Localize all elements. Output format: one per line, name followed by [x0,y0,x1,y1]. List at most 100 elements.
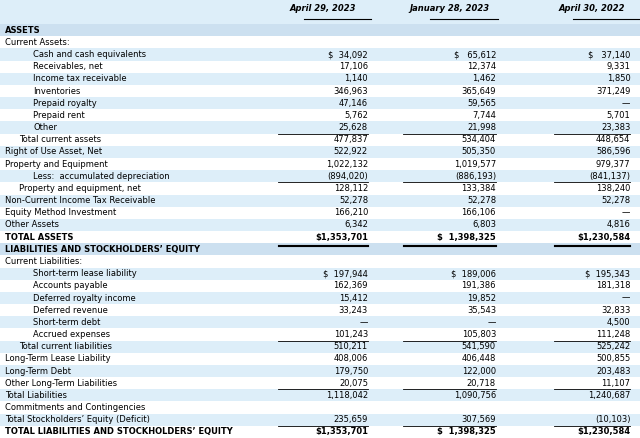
Text: 52,278: 52,278 [601,196,630,205]
Bar [0,377,640,389]
Text: $1,230,584: $1,230,584 [577,233,630,242]
Text: 408,006: 408,006 [333,354,368,364]
Text: TOTAL ASSETS: TOTAL ASSETS [5,233,74,242]
Bar [0,316,640,328]
Text: —: — [622,293,630,303]
Text: 19,852: 19,852 [467,293,496,303]
Text: 47,146: 47,146 [339,99,368,108]
Text: 1,019,577: 1,019,577 [454,159,496,169]
Text: 307,569: 307,569 [461,415,496,424]
Text: 25,628: 25,628 [339,123,368,132]
Text: 371,249: 371,249 [596,87,630,95]
Text: 23,383: 23,383 [601,123,630,132]
Text: $   37,140: $ 37,140 [588,50,630,59]
Text: —: — [360,318,368,327]
Text: 586,596: 586,596 [596,148,630,156]
Bar [0,97,640,110]
Text: 6,342: 6,342 [344,220,368,230]
Text: 541,590: 541,590 [462,342,496,351]
Text: Prepaid royalty: Prepaid royalty [33,99,97,108]
Bar [0,207,640,219]
Text: Less:  accumulated depreciation: Less: accumulated depreciation [33,172,170,181]
Text: —: — [622,208,630,217]
Text: 122,000: 122,000 [462,367,496,375]
Text: 166,106: 166,106 [461,208,496,217]
Text: Deferred revenue: Deferred revenue [33,306,108,314]
Text: Short-term debt: Short-term debt [33,318,100,327]
Text: 510,211: 510,211 [334,342,368,351]
Text: $   65,612: $ 65,612 [454,50,496,59]
Text: 128,112: 128,112 [333,184,368,193]
Text: Total current assets: Total current assets [19,135,101,144]
Text: 1,022,132: 1,022,132 [326,159,368,169]
Text: April 29, 2023: April 29, 2023 [290,4,356,13]
Bar [0,121,640,134]
Text: Income tax receivable: Income tax receivable [33,74,127,83]
Text: (10,103): (10,103) [595,415,630,424]
Bar [0,24,640,36]
Text: 1,850: 1,850 [607,74,630,83]
Text: 20,075: 20,075 [339,379,368,388]
Text: 7,744: 7,744 [472,111,496,120]
Bar [0,328,640,341]
Text: 20,718: 20,718 [467,379,496,388]
Bar [0,426,640,438]
Text: 162,369: 162,369 [333,281,368,290]
Text: 346,963: 346,963 [333,87,368,95]
Text: 35,543: 35,543 [467,306,496,314]
Text: 448,654: 448,654 [596,135,630,144]
Text: 1,140: 1,140 [344,74,368,83]
Text: Short-term lease liability: Short-term lease liability [33,269,137,278]
Text: 500,855: 500,855 [596,354,630,364]
Text: April 30, 2022: April 30, 2022 [559,4,625,13]
Text: 52,278: 52,278 [467,196,496,205]
Text: (886,193): (886,193) [455,172,496,181]
Text: Other: Other [33,123,58,132]
Text: 133,384: 133,384 [461,184,496,193]
Text: Other Long-Term Liabilities: Other Long-Term Liabilities [5,379,117,388]
Text: Property and equipment, net: Property and equipment, net [19,184,141,193]
Text: Total Stockholders’ Equity (Deficit): Total Stockholders’ Equity (Deficit) [5,415,150,424]
Text: Accounts payable: Accounts payable [33,281,108,290]
Text: LIABILITIES AND STOCKHOLDERS’ EQUITY: LIABILITIES AND STOCKHOLDERS’ EQUITY [5,245,200,254]
Bar [0,0,640,24]
Text: Accrued expenses: Accrued expenses [33,330,111,339]
Bar [0,413,640,426]
Bar [0,292,640,304]
Text: Commitments and Contingencies: Commitments and Contingencies [5,403,145,412]
Bar [0,231,640,243]
Text: 406,448: 406,448 [461,354,496,364]
Text: 191,386: 191,386 [461,281,496,290]
Text: 505,350: 505,350 [461,148,496,156]
Bar [0,268,640,280]
Text: 138,240: 138,240 [596,184,630,193]
Text: $  197,944: $ 197,944 [323,269,368,278]
Bar [0,49,640,60]
Text: 4,816: 4,816 [607,220,630,230]
Text: 105,803: 105,803 [461,330,496,339]
Text: 32,833: 32,833 [601,306,630,314]
Text: 21,998: 21,998 [467,123,496,132]
Text: 6,803: 6,803 [472,220,496,230]
Text: ASSETS: ASSETS [5,26,41,35]
Bar [0,243,640,255]
Bar [0,194,640,207]
Bar [0,170,640,182]
Text: Total Liabilities: Total Liabilities [5,391,67,400]
Text: 5,701: 5,701 [607,111,630,120]
Text: Current Liabilities:: Current Liabilities: [5,257,83,266]
Text: —: — [488,318,496,327]
Text: $  34,092: $ 34,092 [328,50,368,59]
Bar [0,341,640,353]
Text: Inventories: Inventories [33,87,81,95]
Bar [0,110,640,121]
Text: 17,106: 17,106 [339,62,368,71]
Text: $  195,343: $ 195,343 [586,269,630,278]
Text: 1,090,756: 1,090,756 [454,391,496,400]
Bar [0,146,640,158]
Text: 181,318: 181,318 [596,281,630,290]
Text: 525,242: 525,242 [596,342,630,351]
Bar [0,134,640,146]
Bar [0,182,640,194]
Text: (841,137): (841,137) [589,172,630,181]
